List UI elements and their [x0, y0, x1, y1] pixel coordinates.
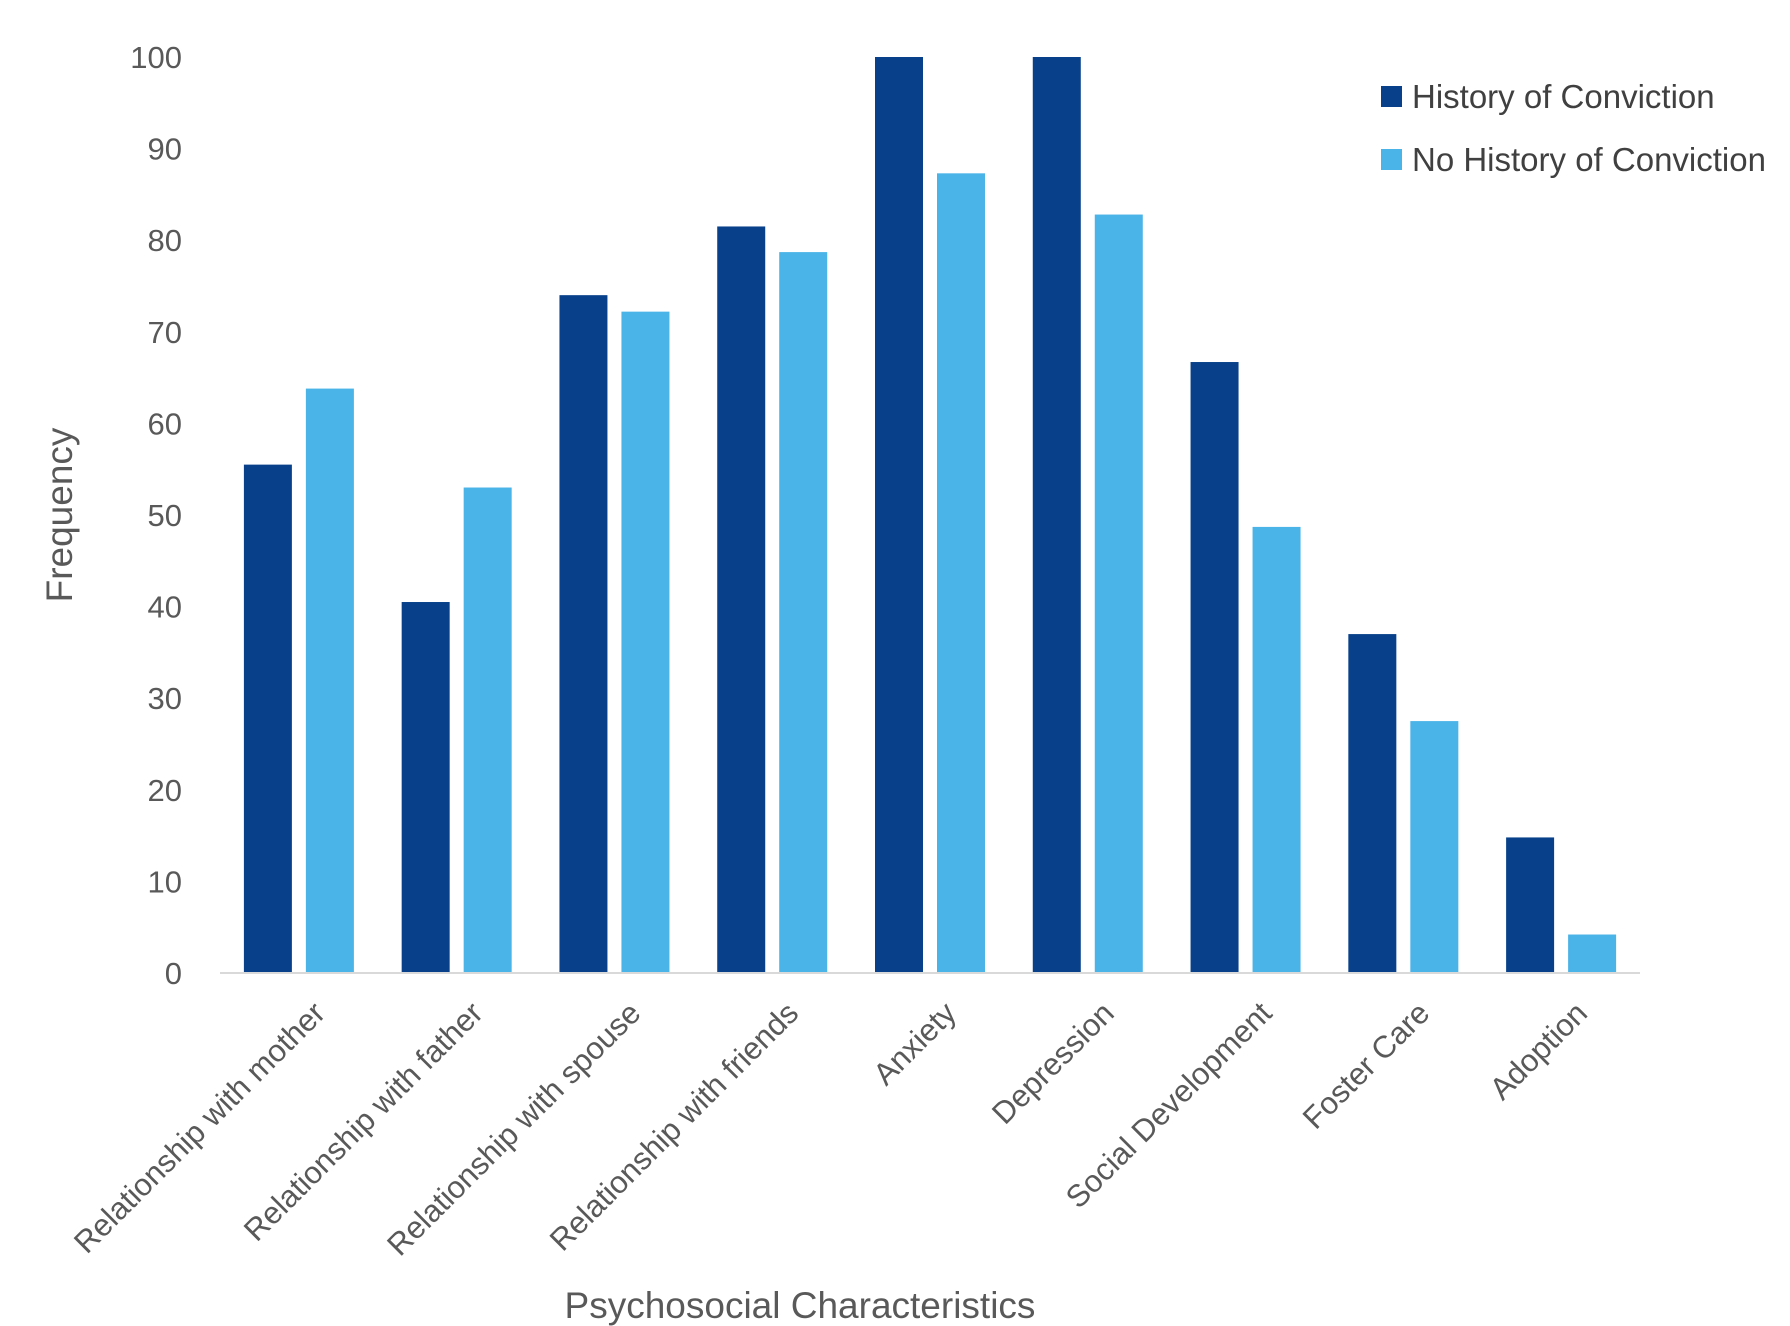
y-tick-label: 0 [165, 956, 182, 991]
bars [243, 57, 1617, 973]
bar-no-conviction [937, 173, 985, 973]
bar-conviction [401, 602, 450, 973]
bar-conviction [243, 464, 292, 973]
bar-no-conviction [463, 487, 512, 973]
bar-no-conviction [1410, 721, 1459, 973]
y-axis-ticks: 0 10 20 30 40 50 60 70 80 90 100 [130, 40, 182, 991]
y-tick-label: 90 [148, 132, 182, 167]
y-tick-label: 50 [148, 498, 182, 533]
legend-label: History of Conviction [1412, 78, 1715, 115]
legend-label: No History of Conviction [1412, 141, 1766, 178]
y-tick-label: 100 [130, 40, 182, 75]
legend: History of Conviction No History of Convi… [1381, 78, 1766, 178]
y-tick-label: 20 [148, 773, 182, 808]
y-tick-label: 40 [148, 590, 182, 625]
x-axis-title: Psychosocial Characteristics [565, 1285, 1036, 1326]
bar-no-conviction [1094, 214, 1143, 973]
y-tick-label: 10 [148, 864, 182, 899]
bar-conviction [1190, 362, 1239, 973]
x-tick-label: Depression [985, 995, 1121, 1131]
bar-conviction [1348, 634, 1397, 973]
y-tick-label: 80 [148, 223, 182, 258]
x-tick-label: Relationship with spouse [380, 995, 647, 1262]
bar-conviction [875, 57, 923, 973]
bar-no-conviction [305, 388, 354, 973]
legend-swatch [1381, 86, 1402, 107]
y-tick-label: 60 [148, 406, 182, 441]
bar-no-conviction [1252, 526, 1301, 973]
bar-no-conviction [779, 252, 828, 973]
bar-conviction [1506, 837, 1555, 973]
bar-conviction [717, 226, 766, 973]
bar-conviction [559, 295, 608, 973]
x-tick-label: Adoption [1483, 995, 1594, 1106]
x-tick-label: Relationship with mother [67, 995, 332, 1260]
bar-no-conviction [621, 311, 670, 973]
x-tick-label: Foster Care [1296, 995, 1436, 1135]
y-tick-label: 30 [148, 681, 182, 716]
y-tick-label: 70 [148, 315, 182, 350]
legend-swatch [1381, 149, 1402, 170]
bar-no-conviction [1568, 934, 1617, 973]
y-axis-title: Frequency [39, 427, 80, 602]
x-tick-label: Anxiety [866, 995, 963, 1092]
bar-conviction [1032, 57, 1081, 973]
